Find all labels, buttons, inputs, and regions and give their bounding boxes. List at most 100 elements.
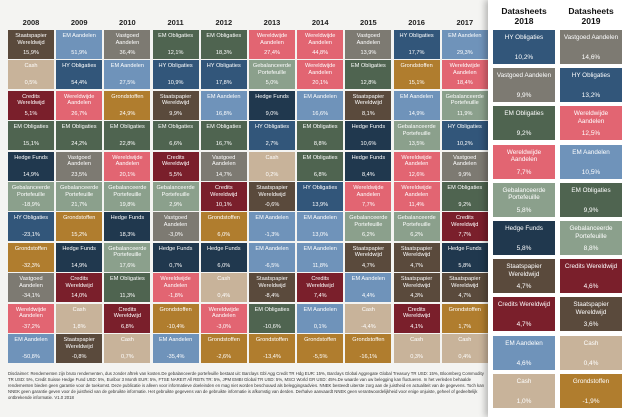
return-value: 9,9%: [458, 171, 472, 178]
return-value: -8,4%: [264, 293, 280, 300]
datasheet-cell: Wereldwijde Aandelen 7,7%: [493, 144, 555, 179]
asset-class-name: Vastgoed Aandelen: [211, 154, 236, 168]
asset-class-name: Hedge Funds: [14, 154, 48, 161]
return-value: 12,5%: [581, 130, 601, 138]
return-cell: Cash 0,5%: [8, 60, 54, 90]
asset-class-name: EM Aandelen: [399, 93, 434, 100]
return-value: 16,8%: [215, 110, 232, 117]
return-value: 10,1%: [215, 202, 232, 208]
datasheet-cell: HY Obligaties 13,2%: [560, 68, 622, 103]
return-cell: Vastgoed Aandelen 9,9%: [441, 151, 488, 181]
asset-class-name: Gebalanceerde Portefeuille: [569, 225, 613, 240]
asset-class-name: EM Obligaties: [158, 124, 193, 131]
return-value: 17,8%: [215, 80, 232, 87]
return-value: 14,9%: [71, 262, 88, 269]
return-value: 13,0%: [312, 232, 329, 239]
return-value: 54,4%: [71, 80, 88, 87]
return-value: 8,4%: [362, 171, 375, 178]
return-value: 8,8%: [583, 245, 599, 252]
year-label: 2013: [263, 18, 281, 27]
asset-class-name: Hedge Funds: [207, 245, 241, 252]
return-cell: Vastgoed Aandelen 36,4%: [104, 30, 151, 59]
return-value: 24,9%: [119, 110, 136, 117]
return-value: -1,8%: [168, 293, 183, 300]
return-value: 7,4%: [313, 293, 327, 300]
asset-class-name: Grondstoffen: [159, 306, 192, 313]
return-cell: Wereldwijde Aandelen -3,0%: [200, 303, 247, 333]
asset-class-name: Cash: [217, 276, 231, 283]
return-value: 2,9%: [169, 202, 182, 208]
asset-class-name: Wereldwijde Aandelen: [160, 276, 191, 289]
return-value: 18,4%: [456, 80, 473, 87]
asset-class-name: Hedge Funds: [351, 154, 386, 161]
return-cell: Wereldwijde Aandelen 27,4%: [249, 30, 295, 59]
return-value: -1,9%: [582, 397, 600, 405]
asset-class-name: Grondstoffen: [572, 377, 610, 385]
asset-class-name: Staatspapier Wereldwijd: [400, 276, 433, 289]
return-cell: HY Obligaties 13,9%: [297, 182, 344, 211]
return-cell: Wereldwijde Aandelen 44,8%: [297, 30, 344, 59]
return-value: 10,2%: [456, 141, 473, 148]
return-cell: Grondstoffen 6,0%: [200, 212, 247, 242]
return-cell: EM Aandelen 29,3%: [441, 30, 488, 59]
return-value: 13,5%: [408, 141, 425, 148]
asset-class-name: EM Aandelen: [255, 245, 289, 252]
return-cell: Wereldwijde Aandelen -37,2%: [8, 303, 54, 333]
return-cell: Grondstoffen -10,4%: [152, 303, 199, 333]
return-value: 8,8%: [313, 141, 327, 148]
return-cell: HY Obligaties 17,7%: [393, 30, 440, 59]
asset-class-name: EM Aandelen: [62, 33, 96, 39]
return-value: 1,8%: [72, 323, 86, 330]
return-value: -10,6%: [263, 323, 281, 330]
return-value: -0,8%: [71, 354, 87, 360]
asset-class-name: Cash: [265, 154, 279, 161]
return-cell: Hedge Funds 10,6%: [345, 121, 392, 151]
return-value: -37,2%: [22, 323, 40, 330]
return-cell: EM Aandelen -6,5%: [249, 242, 295, 272]
asset-class-name: EM Aandelen: [158, 337, 193, 343]
datasheets-overlay: Datasheets 2018 Datasheets 2019 HY Obligat…: [488, 0, 627, 417]
return-value: 51,9%: [71, 50, 88, 56]
return-value: -13,4%: [263, 354, 281, 360]
return-value: 17,6%: [119, 262, 136, 269]
year-label: 2009: [70, 18, 88, 27]
asset-class-name: HY Obligaties: [62, 63, 97, 70]
return-value: 7,7%: [516, 168, 532, 176]
return-value: 0,4%: [583, 359, 599, 367]
asset-class-name: HY Obligaties: [13, 215, 49, 222]
return-cell: Staatspapier Wereldwijd 4,3%: [393, 273, 440, 303]
return-cell: Credits Wereldwijd 10,1%: [200, 182, 247, 211]
datasheet-cell: Cash 0,4%: [560, 335, 622, 370]
return-cell: EM Obligaties 9,2%: [441, 182, 488, 211]
asset-class-name: EM Obligaties: [61, 124, 97, 131]
year-label: 2015: [360, 18, 377, 27]
return-cell: Cash -4,4%: [345, 303, 392, 333]
asset-class-name: Wereldwijde Aandelen: [353, 185, 384, 198]
asset-class-name: Credits Wereldwijd: [402, 306, 431, 320]
return-cell: EM Obligaties -10,6%: [249, 303, 295, 333]
datasheet-cell: Cash 1,0%: [493, 373, 555, 408]
asset-class-name: Cash: [410, 337, 424, 343]
return-value: 6,0%: [217, 232, 231, 239]
return-cell: Wereldwijde Aandelen 11,4%: [393, 182, 440, 211]
return-cell: Grondstoffen -5,5%: [297, 334, 344, 363]
return-cell: HY Obligaties 10,2%: [441, 121, 488, 151]
return-value: -50,8%: [22, 354, 40, 360]
return-value: -16,1%: [359, 354, 378, 360]
return-value: 0,4%: [458, 354, 472, 360]
return-value: 10,9%: [167, 80, 184, 87]
asset-class-name: Grondstoffen: [304, 337, 337, 343]
return-value: 4,6%: [516, 359, 532, 367]
return-value: -6,5%: [264, 262, 280, 269]
year-label: 2008: [22, 18, 40, 27]
datasheet-cell: EM Aandelen 10,5%: [560, 144, 622, 179]
return-cell: Credits Wereldwijd 7,7%: [441, 212, 488, 242]
return-cell: HY Obligaties 54,4%: [56, 60, 103, 90]
return-value: 14,0%: [71, 293, 88, 300]
asset-class-name: Gebalanceerde Portefeuille: [397, 215, 436, 228]
datasheet-cell: Staatspapier Wereldwijd 3,6%: [560, 297, 622, 332]
return-value: -0,6%: [264, 202, 280, 208]
asset-class-name: Grondstoffen: [207, 337, 240, 343]
return-cell: Hedge Funds 9,0%: [249, 90, 295, 120]
asset-class-name: Vastgoed Aandelen: [67, 154, 91, 168]
